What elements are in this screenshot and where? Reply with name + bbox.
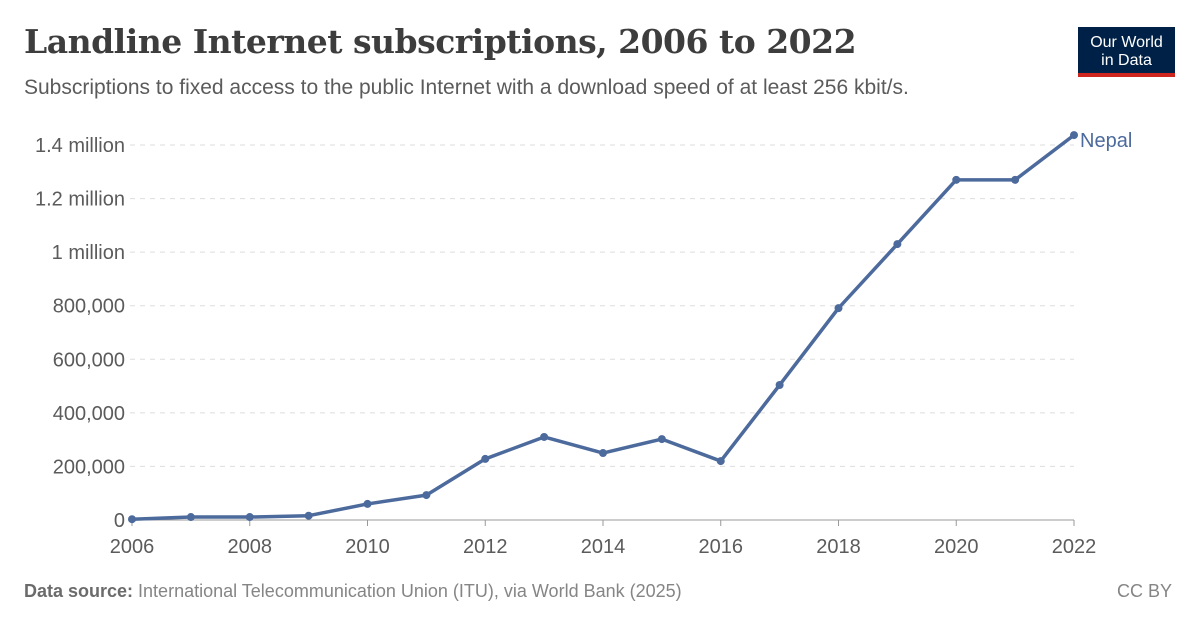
- series-label: Nepal: [1080, 130, 1132, 152]
- data-point: [128, 515, 136, 524]
- data-point: [599, 449, 607, 458]
- y-tick-label: 400,000: [53, 403, 125, 425]
- y-tick-label: 200,000: [53, 456, 125, 478]
- series-line-nepal: [131, 133, 1076, 521]
- x-tick-label: 2012: [463, 536, 508, 558]
- chart-title: Landline Internet subscriptions, 2006 to…: [24, 22, 857, 61]
- y-tick-label: 600,000: [53, 349, 125, 371]
- data-point: [775, 381, 784, 389]
- data-point: [1011, 175, 1020, 184]
- x-tick-label: 2020: [934, 536, 979, 558]
- data-point: [363, 499, 372, 508]
- x-tick-label: 2016: [699, 536, 744, 558]
- y-tick-label: 1 million: [52, 242, 125, 264]
- license[interactable]: CC BY: [1116, 581, 1172, 601]
- owid-logo[interactable]: Our World in Data: [1078, 27, 1175, 77]
- x-tick-label: 2010: [345, 536, 390, 558]
- data-point: [304, 511, 313, 520]
- source-label: Data source:: [24, 581, 134, 601]
- data-point: [422, 491, 431, 500]
- data-point: [1070, 131, 1078, 140]
- data-point: [893, 240, 902, 249]
- data-point: [245, 513, 254, 522]
- x-tick-label: 2008: [228, 536, 273, 558]
- data-point: [716, 457, 725, 466]
- data-point: [834, 304, 843, 313]
- chart-subtitle: Subscriptions to fixed access to the pub…: [24, 76, 909, 99]
- data-point: [540, 432, 549, 441]
- x-tick-label: 2014: [581, 536, 626, 558]
- y-tick-label: 800,000: [53, 296, 125, 318]
- y-tick-label: 1.4 million: [35, 135, 125, 157]
- y-tick-label: 1.2 million: [35, 189, 125, 211]
- x-tick-label: 2018: [816, 536, 861, 558]
- data-point: [481, 454, 490, 463]
- y-tick-label: 0: [114, 510, 125, 532]
- x-tick-label: 2006: [110, 536, 155, 558]
- x-tick-label: 2022: [1052, 536, 1097, 558]
- data-point: [952, 175, 961, 184]
- data-source: Data source: International Telecommunica…: [24, 581, 682, 602]
- data-point: [657, 435, 666, 444]
- data-point: [186, 513, 195, 522]
- source-text: International Telecommunication Union (I…: [133, 581, 682, 601]
